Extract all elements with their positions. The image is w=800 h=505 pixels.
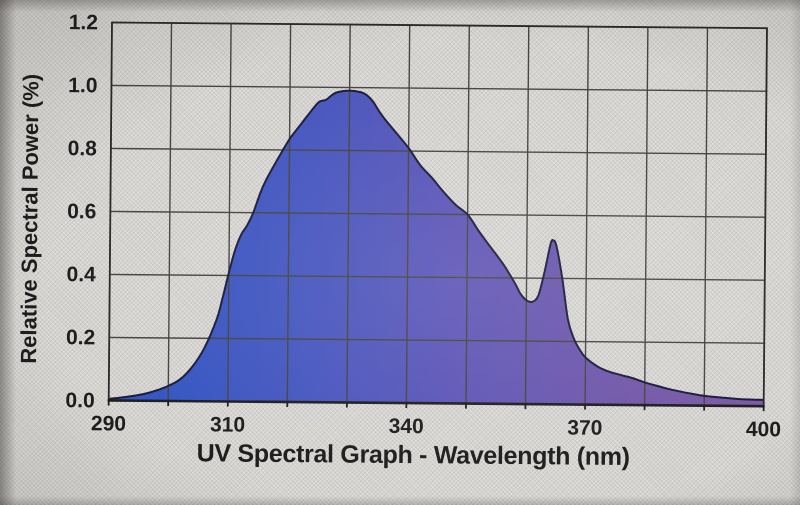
x-tick-label: 340 [389, 415, 424, 438]
spectral-power-area [108, 90, 764, 407]
x-tick-label: 310 [210, 413, 245, 436]
y-tick-label: 0.0 [65, 389, 94, 412]
y-tick-label: 0.4 [66, 263, 96, 286]
y-tick-label: 1.0 [68, 74, 97, 97]
horizontal-gridline [109, 336, 765, 344]
x-axis-line [107, 399, 765, 408]
spectral-power-curve [108, 89, 764, 401]
y-tick-label: 0.2 [66, 326, 95, 349]
y-tick-label: 0.6 [67, 200, 96, 223]
y-tick-label: 1.2 [69, 11, 98, 34]
horizontal-gridline [111, 84, 767, 92]
horizontal-gridline [109, 273, 765, 281]
horizontal-gridline [110, 147, 766, 155]
y-axis-label: Relative Spectral Power (%) [16, 73, 44, 364]
x-tick-label: 290 [91, 412, 126, 435]
y-tick-label: 0.8 [68, 137, 98, 160]
x-tick-label: 400 [746, 418, 781, 441]
horizontal-gridline [110, 210, 766, 218]
x-tick-label: 370 [567, 416, 602, 439]
